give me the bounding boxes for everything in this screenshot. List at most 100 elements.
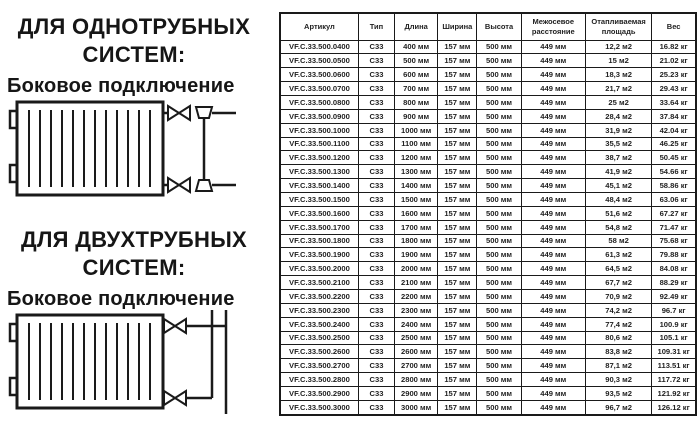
- two-pipe-connection-diagram: [8, 310, 228, 414]
- cell-weight: 100.9 кг: [651, 316, 697, 332]
- cell-width: 157 мм: [437, 108, 478, 124]
- cell-axial-distance: 449 мм: [520, 178, 586, 193]
- cell-heated-area: 96,7 м2: [584, 399, 653, 416]
- cell-axial-distance: 449 мм: [520, 219, 586, 235]
- table-row: VF.C.33.500.1100 C33 1100 мм 157 мм 500 мм 44…: [279, 136, 697, 152]
- cell-heated-area: 15 м2: [584, 53, 653, 69]
- table-row: VF.C.33.500.2900 C33 2900 мм 157 мм 500 мм 44…: [279, 385, 697, 401]
- cell-heated-area: 28,4 м2: [584, 108, 653, 124]
- cell-length: 600 мм: [394, 67, 439, 83]
- cell-type: C33: [357, 275, 396, 290]
- cell-width: 157 мм: [437, 67, 478, 83]
- cell-axial-distance: 449 мм: [520, 233, 586, 249]
- cell-article: VF.C.33.500.2200: [279, 288, 359, 304]
- cell-length: 1700 мм: [394, 219, 439, 235]
- cell-length: 3000 мм: [394, 399, 439, 416]
- table-row: VF.C.33.500.2600 C33 2600 мм 157 мм 500 мм 44…: [279, 344, 697, 360]
- table-row: VF.C.33.500.1400 C33 1400 мм 157 мм 500 мм 44…: [279, 178, 697, 193]
- table-row: VF.C.33.500.2000 C33 2000 мм 157 мм 500 мм 44…: [279, 261, 697, 277]
- cell-width: 157 мм: [437, 302, 478, 318]
- cell-length: 2800 мм: [394, 372, 439, 387]
- cell-weight: 42.04 кг: [651, 122, 697, 138]
- two-pipe-title-line2: СИСТЕМ:: [82, 255, 186, 280]
- cell-axial-distance: 449 мм: [520, 136, 586, 152]
- cell-article: VF.C.33.500.1000: [279, 122, 359, 138]
- column-header-type: Тип: [357, 12, 396, 41]
- cell-weight: 88.29 кг: [651, 275, 697, 290]
- table-row: VF.C.33.500.1700 C33 1700 мм 157 мм 500 мм 44…: [279, 219, 697, 235]
- one-pipe-subtitle: Боковое подключение: [7, 75, 235, 97]
- cell-height: 500 мм: [476, 275, 522, 290]
- column-header-height: Высота: [476, 12, 522, 41]
- single-pipe-connection-diagram: [8, 100, 236, 197]
- cell-article: VF.C.33.500.0600: [279, 67, 359, 83]
- cell-length: 2600 мм: [394, 344, 439, 360]
- cell-length: 1800 мм: [394, 233, 439, 249]
- table-row: VF.C.33.500.2500 C33 2500 мм 157 мм 500 мм 44…: [279, 330, 697, 346]
- cell-width: 157 мм: [437, 358, 478, 374]
- cell-article: VF.C.33.500.2700: [279, 358, 359, 374]
- cell-weight: 79.88 кг: [651, 247, 697, 263]
- column-header-length: Длина: [394, 12, 439, 41]
- cell-length: 2700 мм: [394, 358, 439, 374]
- cell-height: 500 мм: [476, 358, 522, 374]
- table-row: VF.C.33.500.2800 C33 2800 мм 157 мм 500 мм 44…: [279, 372, 697, 387]
- cell-type: C33: [357, 288, 396, 304]
- spec-table: Артикул Тип Длина Ширина Высота Межосевое рас…: [279, 12, 697, 416]
- cell-type: C33: [357, 233, 396, 249]
- cell-type: C33: [357, 39, 396, 55]
- cell-heated-area: 54,8 м2: [584, 219, 653, 235]
- cell-width: 157 мм: [437, 261, 478, 277]
- cell-article: VF.C.33.500.0400: [279, 39, 359, 55]
- cell-weight: 50.45 кг: [651, 150, 697, 166]
- radiator-icon: [8, 313, 165, 410]
- cell-axial-distance: 449 мм: [520, 358, 586, 374]
- cell-type: C33: [357, 372, 396, 387]
- table-row: VF.C.33.500.0500 C33 500 мм 157 мм 500 мм 449…: [279, 53, 697, 69]
- cell-type: C33: [357, 81, 396, 96]
- cell-width: 157 мм: [437, 233, 478, 249]
- table-row: VF.C.33.500.1800 C33 1800 мм 157 мм 500 мм 44…: [279, 233, 697, 249]
- cell-heated-area: 90,3 м2: [584, 372, 653, 387]
- cell-article: VF.C.33.500.1100: [279, 136, 359, 152]
- cell-axial-distance: 449 мм: [520, 399, 586, 416]
- cell-heated-area: 83,8 м2: [584, 344, 653, 360]
- cell-length: 700 мм: [394, 81, 439, 96]
- cell-type: C33: [357, 178, 396, 193]
- cell-type: C33: [357, 219, 396, 235]
- cell-article: VF.C.33.500.2900: [279, 385, 359, 401]
- cell-type: C33: [357, 399, 396, 416]
- supply-valve-icon: [163, 104, 214, 122]
- cell-length: 800 мм: [394, 94, 439, 110]
- cell-axial-distance: 449 мм: [520, 275, 586, 290]
- cell-heated-area: 74,2 м2: [584, 302, 653, 318]
- cell-axial-distance: 449 мм: [520, 53, 586, 69]
- cell-axial-distance: 449 мм: [520, 67, 586, 83]
- cell-type: C33: [357, 261, 396, 277]
- cell-length: 2400 мм: [394, 316, 439, 332]
- cell-height: 500 мм: [476, 94, 522, 110]
- cell-axial-distance: 449 мм: [520, 385, 586, 401]
- cell-height: 500 мм: [476, 108, 522, 124]
- cell-width: 157 мм: [437, 178, 478, 193]
- cell-axial-distance: 449 мм: [520, 94, 586, 110]
- cell-heated-area: 45,1 м2: [584, 178, 653, 193]
- table-row: VF.C.33.500.1900 C33 1900 мм 157 мм 500 мм 44…: [279, 247, 697, 263]
- cell-axial-distance: 449 мм: [520, 288, 586, 304]
- table-row: VF.C.33.500.3000 C33 3000 мм 157 мм 500 мм 44…: [279, 399, 697, 416]
- spec-table-header-row: Артикул Тип Длина Ширина Высота Межосевое рас…: [279, 12, 697, 41]
- cell-type: C33: [357, 302, 396, 318]
- cell-article: VF.C.33.500.1500: [279, 191, 359, 207]
- cell-type: C33: [357, 316, 396, 332]
- cell-height: 500 мм: [476, 39, 522, 55]
- cell-axial-distance: 449 мм: [520, 247, 586, 263]
- cell-length: 1400 мм: [394, 178, 439, 193]
- cell-axial-distance: 449 мм: [520, 164, 586, 180]
- cell-article: VF.C.33.500.1600: [279, 205, 359, 221]
- cell-axial-distance: 449 мм: [520, 81, 586, 96]
- cell-height: 500 мм: [476, 81, 522, 96]
- cell-axial-distance: 449 мм: [520, 205, 586, 221]
- cell-height: 500 мм: [476, 164, 522, 180]
- table-row: VF.C.33.500.1300 C33 1300 мм 157 мм 500 мм 44…: [279, 164, 697, 180]
- cell-axial-distance: 449 мм: [520, 261, 586, 277]
